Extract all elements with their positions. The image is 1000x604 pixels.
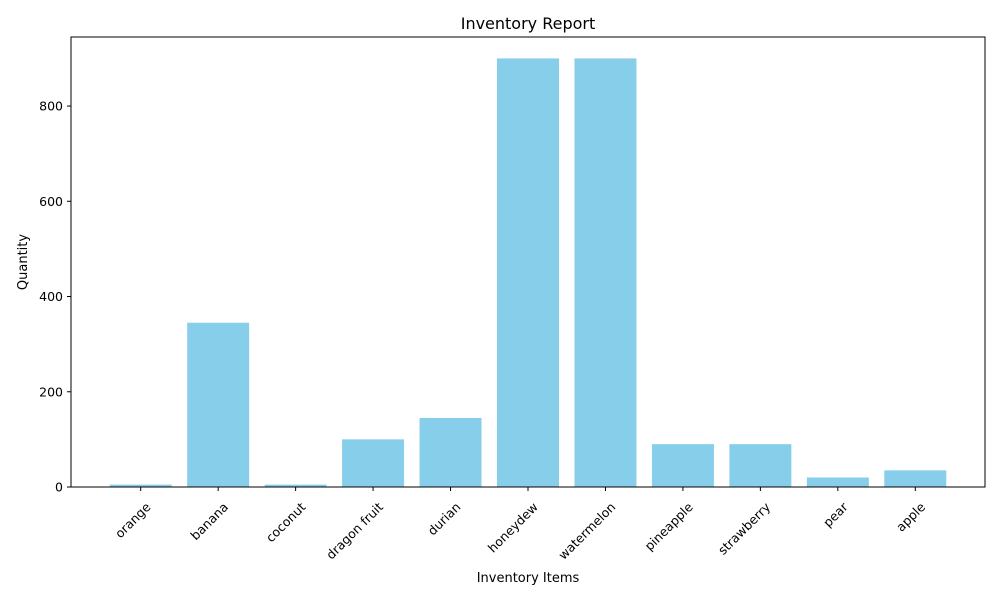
x-axis-label: Inventory Items	[477, 571, 580, 586]
bar-coconut	[264, 484, 327, 487]
x-tick-label-pear: pear	[820, 499, 851, 530]
x-tick-label-strawberry: strawberry	[715, 499, 774, 558]
x-tick-label-honeydew: honeydew	[485, 499, 541, 555]
y-tick-label: 600	[39, 194, 63, 209]
x-tick-label-durian: durian	[425, 499, 464, 538]
x-tick-label-orange: orange	[112, 499, 154, 541]
bar-pineapple	[651, 444, 714, 487]
x-tick-label-apple: apple	[893, 499, 928, 534]
x-tick-label-dragon-fruit: dragon fruit	[323, 499, 386, 562]
x-axis-ticks: orange banana coconut dragon fruit durian hon…	[112, 487, 928, 562]
bar-honeydew	[497, 58, 559, 488]
y-tick-label: 400	[39, 289, 63, 304]
bar-durian	[419, 417, 482, 487]
bar-strawberry	[729, 444, 792, 487]
bar-orange	[109, 484, 172, 487]
bars-group	[109, 58, 947, 488]
x-tick-label-coconut: coconut	[263, 499, 309, 545]
chart-title: Inventory Report	[461, 14, 596, 33]
y-tick-label: 200	[39, 384, 63, 399]
y-tick-label: 0	[55, 480, 63, 495]
y-axis-ticks: 0 200 400 600 800	[39, 99, 71, 495]
bar-apple	[884, 470, 947, 487]
x-tick-label-banana: banana	[187, 499, 231, 543]
x-tick-label-watermelon: watermelon	[555, 499, 618, 562]
bar-pear	[806, 477, 869, 487]
bar-dragon-fruit	[342, 439, 405, 487]
x-tick-label-pineapple: pineapple	[642, 499, 696, 553]
y-axis-label: Quantity	[16, 234, 31, 290]
y-tick-label: 800	[39, 99, 63, 114]
bar-banana	[187, 322, 250, 487]
bar-watermelon	[574, 58, 637, 488]
